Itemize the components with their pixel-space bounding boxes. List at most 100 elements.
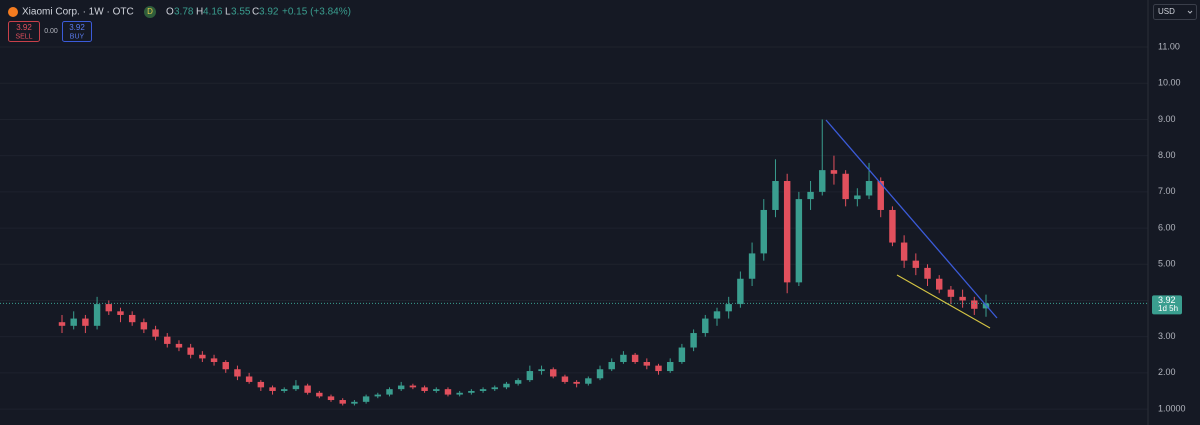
candle-body	[959, 296, 966, 301]
candle-body	[421, 387, 428, 391]
candle-body	[912, 260, 920, 268]
candle-body	[924, 267, 931, 279]
trend-line-upper[interactable]	[825, 119, 998, 319]
candle-body	[643, 362, 651, 366]
candle-body	[678, 347, 686, 363]
y-tick-label: 7.00	[1158, 186, 1176, 196]
candle-body	[783, 181, 791, 283]
candle-body	[807, 191, 814, 200]
candle-body	[830, 170, 838, 174]
candle-body	[339, 400, 346, 404]
candle-body	[316, 392, 323, 397]
currency-select[interactable]	[1153, 4, 1197, 20]
candle-body	[737, 278, 744, 305]
candle-body	[760, 209, 767, 254]
candle-body	[351, 401, 358, 404]
y-tick-label: 6.00	[1158, 222, 1176, 232]
trend-line-lower[interactable]	[896, 274, 991, 329]
candle-body	[620, 354, 627, 363]
price-label: 3.92	[1158, 295, 1176, 305]
candle-body	[362, 396, 370, 402]
candle-body	[257, 381, 265, 388]
price-label-box	[1152, 295, 1182, 315]
candle-body	[514, 380, 522, 384]
y-tick-label: 11.00	[1158, 41, 1180, 51]
ohlc-label: C	[252, 7, 259, 18]
candle-body	[854, 195, 861, 200]
candle-body	[374, 394, 382, 397]
candle-body	[713, 311, 721, 319]
candle-body	[152, 329, 159, 337]
ohlc-value: 3.92	[259, 7, 279, 18]
chevron	[1187, 10, 1193, 14]
candle-body	[877, 181, 884, 210]
candle-body	[444, 389, 452, 395]
sell-button[interactable]	[8, 21, 40, 42]
candle-body	[269, 387, 276, 391]
spread: 0.00	[44, 28, 58, 35]
badge-bg	[144, 6, 156, 18]
y-tick-label: 2.00	[1158, 367, 1176, 377]
candle-body	[631, 354, 639, 363]
candle-body	[690, 333, 697, 348]
candle-body	[327, 396, 335, 401]
sell-price: 3.92	[16, 23, 32, 32]
ohlc-value: 3.78	[174, 7, 194, 18]
y-tick-label: 1.0000	[1158, 403, 1186, 413]
candle-body	[666, 362, 674, 372]
candle-body	[550, 369, 557, 377]
candle-body	[725, 304, 732, 312]
candles	[0, 119, 1148, 406]
candle-body	[795, 199, 803, 283]
candle-body	[117, 311, 124, 315]
price-axis: 1.00002.003.004.005.006.007.008.009.0010…	[1152, 41, 1186, 413]
candle-body	[93, 304, 101, 326]
candle-body	[397, 385, 405, 390]
candle-body	[538, 369, 545, 372]
interval-badge[interactable]: D	[147, 7, 153, 16]
candle-body	[865, 181, 873, 196]
y-tick-label: 3.00	[1158, 331, 1176, 341]
candle-body	[772, 181, 779, 210]
candle-body	[819, 170, 826, 192]
grid	[0, 46, 1148, 410]
candle-body	[292, 385, 300, 390]
candle-body	[199, 354, 206, 359]
candle-body	[222, 362, 229, 370]
symbol-title[interactable]: Xiaomi Corp. · 1W · OTC	[22, 7, 134, 18]
candle-body	[175, 343, 183, 348]
candle-body	[900, 242, 908, 261]
candle-body	[491, 387, 498, 390]
candle-body	[456, 392, 463, 395]
buy-price: 3.92	[69, 23, 85, 32]
buy-button[interactable]	[62, 21, 92, 42]
candle-body	[479, 389, 487, 391]
candle-body	[526, 371, 534, 381]
candle-body	[573, 381, 580, 384]
candle-body	[748, 253, 756, 279]
y-tick-label: 5.00	[1158, 259, 1176, 269]
countdown: 1d 5h	[1158, 304, 1178, 313]
y-tick-label: 8.00	[1158, 150, 1176, 160]
candle-body	[585, 378, 592, 384]
ohlc-label: H	[196, 7, 203, 18]
ohlc-value: 4.16	[203, 7, 223, 18]
candle-body	[971, 300, 978, 309]
candle-body	[70, 318, 77, 326]
candle-body	[210, 358, 218, 363]
candle-body	[140, 322, 148, 330]
candle-body	[281, 389, 288, 391]
candle-body	[409, 385, 417, 388]
candle-body	[842, 173, 849, 200]
candle-body	[82, 318, 89, 326]
ohlc-label: L	[225, 7, 231, 18]
candle-body	[58, 322, 66, 326]
currency: USD	[1158, 7, 1175, 16]
candle-body	[655, 365, 662, 372]
candle-body	[164, 336, 171, 344]
candle-body	[468, 390, 475, 393]
y-tick-label: 9.00	[1158, 114, 1176, 124]
